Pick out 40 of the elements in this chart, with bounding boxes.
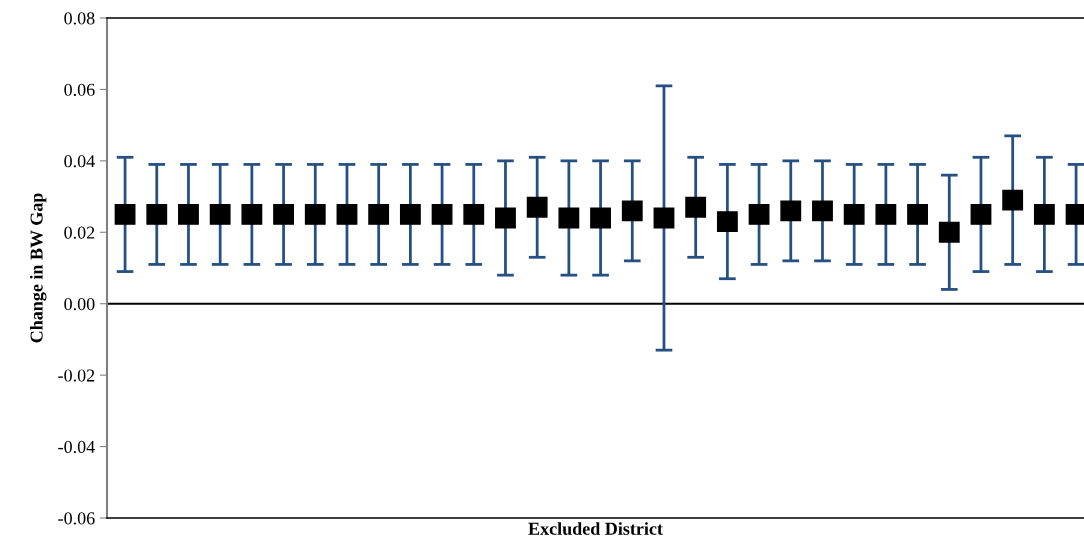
point [621, 200, 643, 222]
point [875, 204, 897, 225]
point [558, 207, 580, 229]
y-tick-label: 0.06 [64, 83, 95, 96]
y-tick-label: -0.04 [58, 440, 95, 454]
point [241, 204, 263, 225]
point [209, 204, 231, 225]
point [653, 207, 675, 229]
point [748, 204, 770, 225]
point [843, 204, 865, 225]
point [495, 207, 516, 229]
point [1002, 189, 1024, 211]
point [685, 196, 707, 218]
y-tick-label: 0.02 [64, 226, 95, 239]
point [273, 204, 294, 225]
y-tick-label: -0.02 [58, 369, 95, 382]
point [368, 204, 390, 225]
point [590, 207, 611, 229]
point [526, 196, 548, 218]
point [431, 204, 453, 225]
y-tick-label: 0.00 [64, 297, 95, 311]
point [336, 204, 358, 225]
point [1033, 204, 1055, 225]
y-tick-label: -0.06 [58, 512, 95, 525]
point [780, 200, 802, 222]
point [716, 211, 738, 232]
point [812, 200, 833, 222]
point [146, 204, 168, 225]
point [114, 204, 136, 225]
x-axis-title: Excluded District [528, 522, 663, 535]
y-axis-title: Change in BW Gap [29, 193, 47, 343]
point [970, 204, 992, 225]
point [907, 204, 928, 225]
point [399, 204, 421, 225]
point [178, 204, 199, 225]
point [938, 221, 960, 243]
point [304, 204, 326, 225]
point [463, 204, 485, 225]
y-tick-label: 0.04 [64, 155, 95, 168]
y-tick-label: 0.08 [64, 12, 95, 25]
